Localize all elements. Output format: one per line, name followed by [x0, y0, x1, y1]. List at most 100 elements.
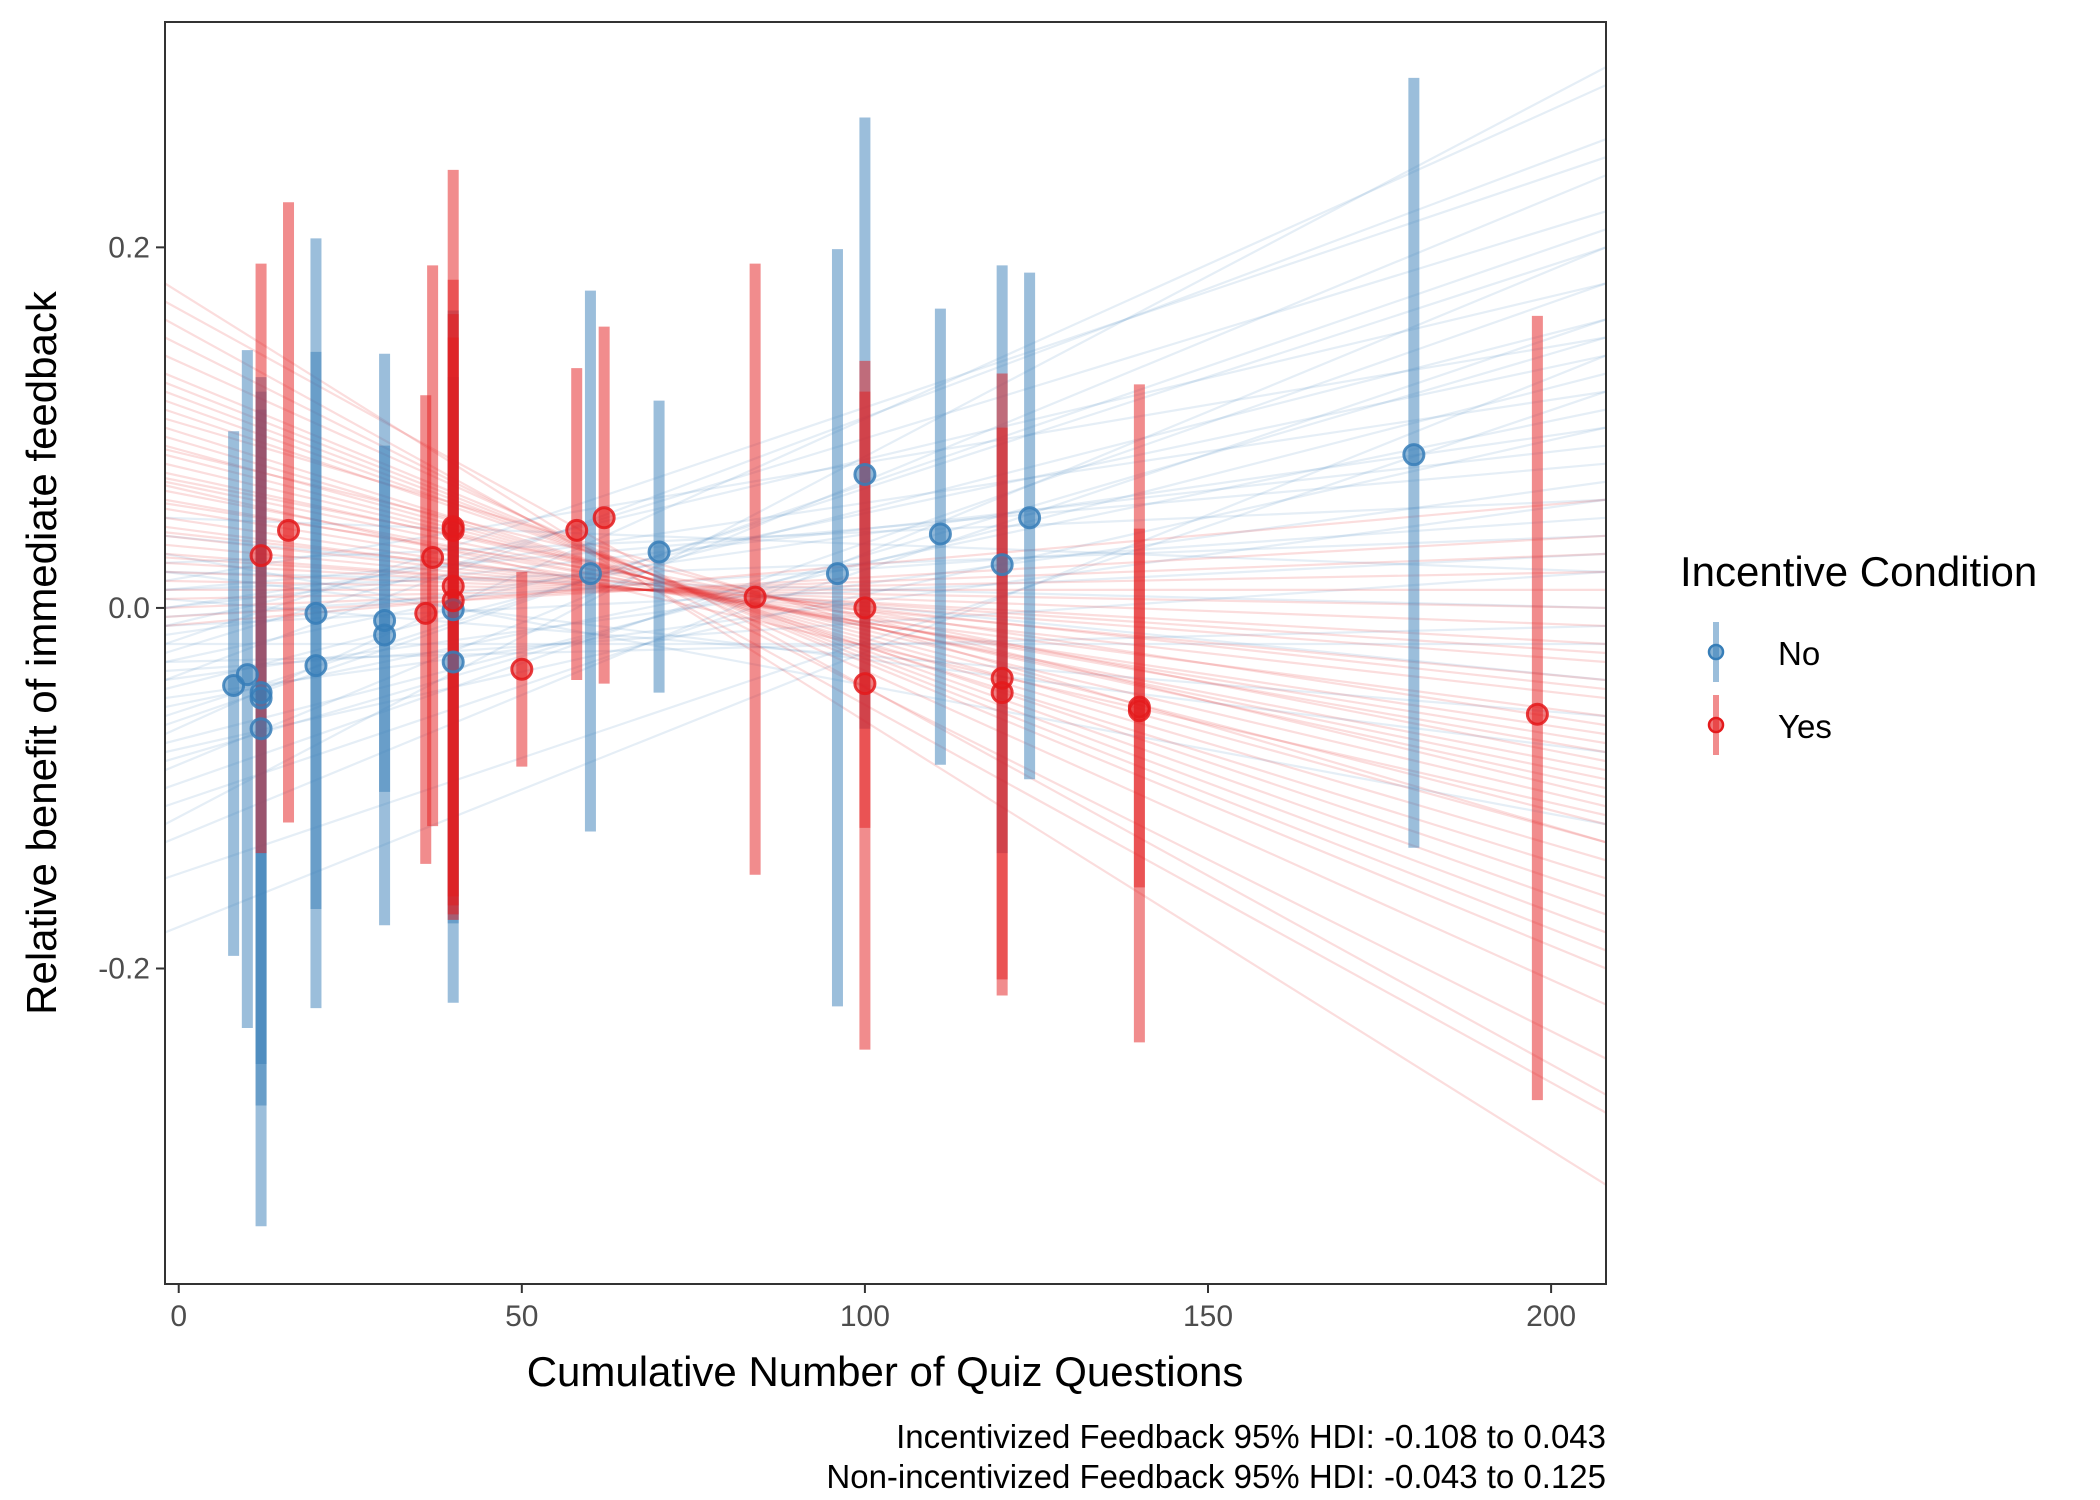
data-points	[222, 443, 1549, 741]
posterior-line-yes-8	[165, 435, 1606, 862]
posterior-line-yes-4	[165, 372, 1606, 970]
posterior-line-no-12	[165, 354, 1606, 664]
posterior-line-yes-15	[165, 498, 1606, 754]
posterior-line-yes-7	[165, 426, 1606, 880]
point-yes-18	[1525, 702, 1549, 726]
posterior-line-no-26	[165, 516, 1606, 573]
posterior-line-yes-37	[165, 556, 1606, 655]
posterior-line-yes-38	[165, 484, 1606, 817]
plot-panel	[165, 22, 1606, 1284]
legend-label-no: No	[1778, 635, 1820, 672]
panel-border	[164, 21, 1607, 1285]
legend-key-point-no	[1707, 643, 1725, 661]
posterior-line-no-36	[165, 246, 1606, 844]
point-no-14	[853, 463, 877, 487]
legend-label-yes: Yes	[1778, 708, 1832, 745]
point-yes-0	[249, 544, 273, 568]
legend-key-point-yes	[1707, 716, 1725, 734]
point-yes-11	[743, 585, 767, 609]
posterior-line-yes-21	[165, 552, 1606, 664]
caption-line-incentivized: Incentivized Feedback 95% HDI: -0.108 to…	[896, 1418, 1606, 1455]
point-yes-3	[421, 545, 445, 569]
posterior-line-no-19	[165, 597, 1606, 718]
posterior-line-no-17	[165, 516, 1606, 619]
posterior-line-yes-12	[165, 471, 1606, 790]
posterior-line-no-1	[165, 390, 1606, 880]
x-tick-label-2: 100	[840, 1300, 890, 1333]
legend-title: Incentive Condition	[1680, 548, 2037, 595]
posterior-line-no-39	[165, 336, 1606, 763]
point-no-18	[1402, 443, 1426, 467]
posterior-line-no-15	[165, 426, 1606, 637]
posterior-line-yes-6	[165, 408, 1606, 898]
point-no-11	[578, 562, 602, 586]
posterior-lines	[165, 66, 1606, 1186]
point-yes-13	[853, 672, 877, 696]
point-yes-10	[592, 506, 616, 530]
posterior-line-no-8	[165, 498, 1606, 700]
point-no-17	[1018, 506, 1042, 530]
y-axis-title: Relative benefit of immediate feedback	[18, 290, 65, 1015]
posterior-line-no-34	[165, 480, 1606, 682]
posterior-line-yes-19	[165, 534, 1606, 700]
posterior-line-no-22	[165, 570, 1606, 610]
point-yes-17	[1127, 699, 1151, 723]
posterior-line-yes-29	[165, 498, 1606, 628]
posterior-line-yes-5	[165, 390, 1606, 934]
posterior-line-yes-36	[165, 531, 1606, 691]
posterior-line-yes-2	[165, 336, 1606, 1060]
posterior-line-yes-9	[165, 444, 1606, 844]
posterior-line-no-28	[165, 228, 1606, 727]
point-no-9	[441, 650, 465, 674]
point-yes-1	[277, 518, 301, 542]
posterior-line-yes-39	[165, 399, 1606, 916]
posterior-line-yes-24	[165, 579, 1606, 610]
posterior-line-no-7	[165, 246, 1606, 718]
point-no-6	[304, 654, 328, 678]
posterior-line-yes-28	[165, 534, 1606, 619]
posterior-line-no-21	[165, 336, 1606, 582]
point-no-12	[647, 540, 671, 564]
posterior-line-yes-20	[165, 543, 1606, 682]
point-yes-8	[510, 657, 534, 681]
point-yes-15	[990, 681, 1014, 705]
posterior-line-no-2	[165, 66, 1606, 826]
point-no-15	[928, 522, 952, 546]
posterior-line-yes-17	[165, 516, 1606, 736]
posterior-line-no-6	[165, 84, 1606, 736]
point-no-1	[235, 663, 259, 687]
posterior-line-yes-10	[165, 453, 1606, 826]
posterior-line-no-33	[165, 444, 1606, 610]
posterior-line-yes-13	[165, 480, 1606, 781]
posterior-line-yes-35	[165, 502, 1606, 727]
x-axis-title: Cumulative Number of Quiz Questions	[527, 1348, 1244, 1395]
posterior-line-no-11	[165, 570, 1606, 673]
posterior-line-no-16	[165, 282, 1606, 628]
posterior-line-no-10	[165, 138, 1606, 682]
posterior-line-yes-30	[165, 300, 1606, 1096]
posterior-line-yes-32	[165, 417, 1606, 844]
legend-key-yes	[1707, 695, 1725, 755]
legend-key-no	[1707, 622, 1725, 682]
posterior-line-no-30	[165, 534, 1606, 591]
x-tick-label-3: 150	[1183, 1300, 1233, 1333]
posterior-line-no-9	[165, 318, 1606, 691]
posterior-line-no-0	[165, 354, 1606, 934]
posterior-line-yes-16	[165, 507, 1606, 745]
posterior-line-yes-22	[165, 561, 1606, 646]
point-yes-5	[441, 518, 465, 542]
point-yes-7	[441, 589, 465, 613]
posterior-line-no-20	[165, 462, 1606, 591]
y-tick-label-1: 0.0	[108, 592, 150, 625]
posterior-line-yes-3	[165, 354, 1606, 1006]
posterior-line-yes-23	[165, 570, 1606, 628]
posterior-line-no-18	[165, 390, 1606, 610]
y-tick-label-2: 0.2	[108, 231, 150, 264]
posterior-line-no-35	[165, 570, 1606, 754]
point-no-13	[825, 562, 849, 586]
posterior-line-yes-14	[165, 489, 1606, 772]
posterior-line-yes-26	[165, 570, 1606, 601]
x-tick-label-4: 200	[1526, 1300, 1576, 1333]
caption-line-non-incentivized: Non-incentivized Feedback 95% HDI: -0.04…	[826, 1458, 1606, 1495]
